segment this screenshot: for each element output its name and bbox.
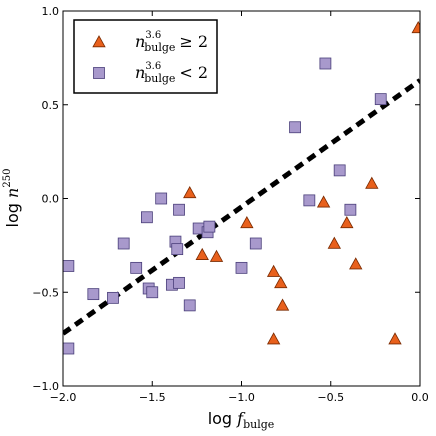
square-point-20 (249, 237, 262, 250)
square-point-4 (117, 237, 130, 250)
x-tick-label: −1.5 (139, 391, 166, 404)
square-point-9 (155, 192, 168, 205)
square-point-12 (171, 243, 184, 256)
x-tick-label: 0.0 (411, 391, 429, 404)
y-tick-label: −1.0 (32, 380, 59, 393)
square-point-21 (289, 121, 301, 134)
square-point-18 (203, 220, 216, 233)
y-tick-label: −0.5 (32, 286, 59, 299)
fit-line (63, 78, 420, 336)
triangle-point-9 (327, 236, 341, 249)
triangle-point-8 (316, 195, 331, 208)
y-tick-label: 0.5 (42, 99, 60, 112)
triangle-point-10 (340, 216, 354, 229)
y-tick-label: 0.0 (42, 193, 60, 206)
triangle-point-7 (266, 332, 281, 345)
square-point-24 (333, 164, 346, 177)
square-point-3 (107, 291, 119, 304)
triangle-point-5 (274, 276, 288, 289)
triangle-point-4 (266, 264, 281, 277)
triangle-point-3 (240, 216, 254, 229)
points-layer (63, 21, 420, 355)
square-point-13 (173, 203, 185, 216)
square-point-0 (63, 260, 75, 272)
y-axis-title: log n250 (2, 169, 22, 228)
square-point-15 (183, 299, 196, 312)
triangle-point-11 (349, 257, 363, 270)
square-point-19 (235, 261, 248, 274)
legend-box (73, 19, 218, 94)
triangle-point-14 (411, 21, 420, 34)
square-point-1 (63, 342, 75, 355)
y-tick-label: 1.0 (42, 5, 60, 18)
square-point-14 (173, 276, 185, 289)
square-point-26 (374, 93, 387, 106)
triangle-point-2 (209, 249, 224, 262)
triangle-point-1 (195, 247, 209, 260)
axes-layer: −2.0 −1.5 −1.0 −0.5 0.0 −1.0 −0.5 0.0 0.5 1.0 (32, 5, 428, 404)
square-point-25 (344, 203, 357, 216)
square-point-2 (87, 288, 100, 301)
square-point-23 (319, 57, 332, 70)
square-point-5 (130, 261, 143, 274)
x-tick-label: −2.0 (50, 391, 77, 404)
triangle-point-12 (365, 176, 379, 189)
square-point-22 (303, 194, 316, 207)
triangle-point-0 (183, 186, 197, 199)
x-tick-label: −1.0 (228, 391, 255, 404)
legend-label-1: n3.6 bulge < 2 (135, 61, 208, 85)
legend-label-0: n3.6 bulge ≥ 2 (135, 30, 208, 54)
x-tick-label: −0.5 (317, 391, 344, 404)
square-point-8 (146, 286, 159, 299)
legend-triangle-marker (92, 35, 106, 48)
triangle-point-13 (388, 332, 402, 345)
legend-square-marker (93, 67, 105, 79)
x-axis-title: log fbulge (208, 409, 275, 431)
square-point-6 (140, 211, 153, 224)
legend: n3.6 bulge ≥ 2 n3.6 bulge < 2 (73, 19, 218, 94)
fit-line-layer (63, 78, 420, 336)
triangle-point-6 (275, 298, 290, 311)
